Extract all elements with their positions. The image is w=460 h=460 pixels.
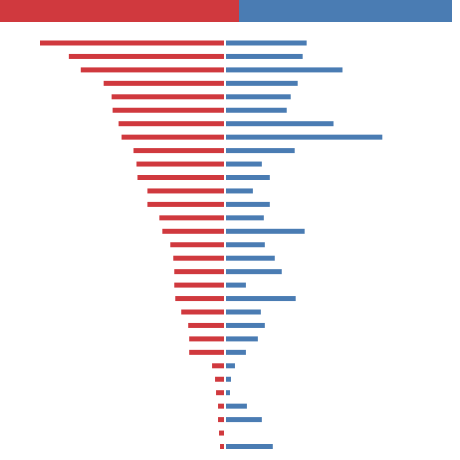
bar-right-2	[226, 53, 303, 59]
bar-left-13	[147, 201, 224, 207]
bar-left-5	[111, 94, 224, 100]
bar-left-26	[215, 376, 224, 382]
bar-left-25	[212, 363, 224, 369]
bar-right-25	[226, 363, 235, 369]
bar-right-16	[226, 242, 265, 248]
bar-right-29	[226, 417, 262, 423]
bar-left-6	[112, 107, 224, 113]
bar-right-19	[226, 282, 246, 288]
bar-left-30	[219, 430, 224, 436]
bar-right-8	[226, 134, 383, 140]
bar-right-13	[226, 201, 270, 207]
bar-left-14	[159, 215, 224, 221]
bar-left-23	[189, 336, 224, 342]
bar-left-31	[220, 444, 224, 449]
bar-right-4	[226, 80, 298, 86]
bar-right-26	[226, 376, 231, 382]
bar-right-15	[226, 228, 305, 234]
bar-right-27	[226, 390, 230, 396]
bar-left-21	[181, 309, 224, 315]
bar-left-8	[121, 134, 224, 140]
bar-right-31	[226, 444, 273, 449]
bar-left-19	[174, 282, 224, 288]
bar-left-10	[136, 161, 224, 167]
bar-right-14	[226, 215, 264, 221]
bar-left-27	[216, 390, 224, 396]
bar-left-12	[147, 188, 224, 194]
bar-left-9	[133, 148, 224, 154]
bar-left-1	[40, 40, 224, 46]
bar-left-29	[218, 417, 224, 423]
bar-right-18	[226, 269, 282, 275]
bar-right-17	[226, 255, 275, 261]
bar-right-9	[226, 148, 295, 154]
bar-right-12	[226, 188, 253, 194]
bar-left-3	[80, 67, 224, 73]
bar-right-22	[226, 322, 265, 328]
bar-right-7	[226, 121, 334, 127]
bar-left-2	[68, 53, 224, 59]
bar-right-5	[226, 94, 291, 100]
bar-right-24	[226, 349, 246, 355]
bar-left-16	[170, 242, 224, 248]
bar-left-15	[162, 228, 224, 234]
bar-right-20	[226, 296, 296, 302]
bar-right-10	[226, 161, 262, 167]
bar-left-4	[103, 80, 224, 86]
bar-left-18	[174, 269, 224, 275]
bar-right-21	[226, 309, 261, 315]
bar-left-22	[188, 322, 224, 328]
bar-right-3	[226, 67, 343, 73]
bar-left-7	[118, 121, 224, 127]
bar-right-11	[226, 175, 270, 180]
bar-left-28	[218, 403, 224, 409]
bar-left-24	[189, 349, 224, 355]
right-header-bar	[239, 0, 452, 22]
bar-right-28	[226, 403, 247, 409]
bar-left-11	[137, 175, 224, 180]
bar-left-17	[173, 255, 224, 261]
bar-left-20	[175, 296, 224, 302]
bar-right-23	[226, 336, 258, 342]
bar-right-6	[226, 107, 287, 113]
left-header-bar	[0, 0, 239, 22]
bar-right-1	[226, 40, 307, 46]
